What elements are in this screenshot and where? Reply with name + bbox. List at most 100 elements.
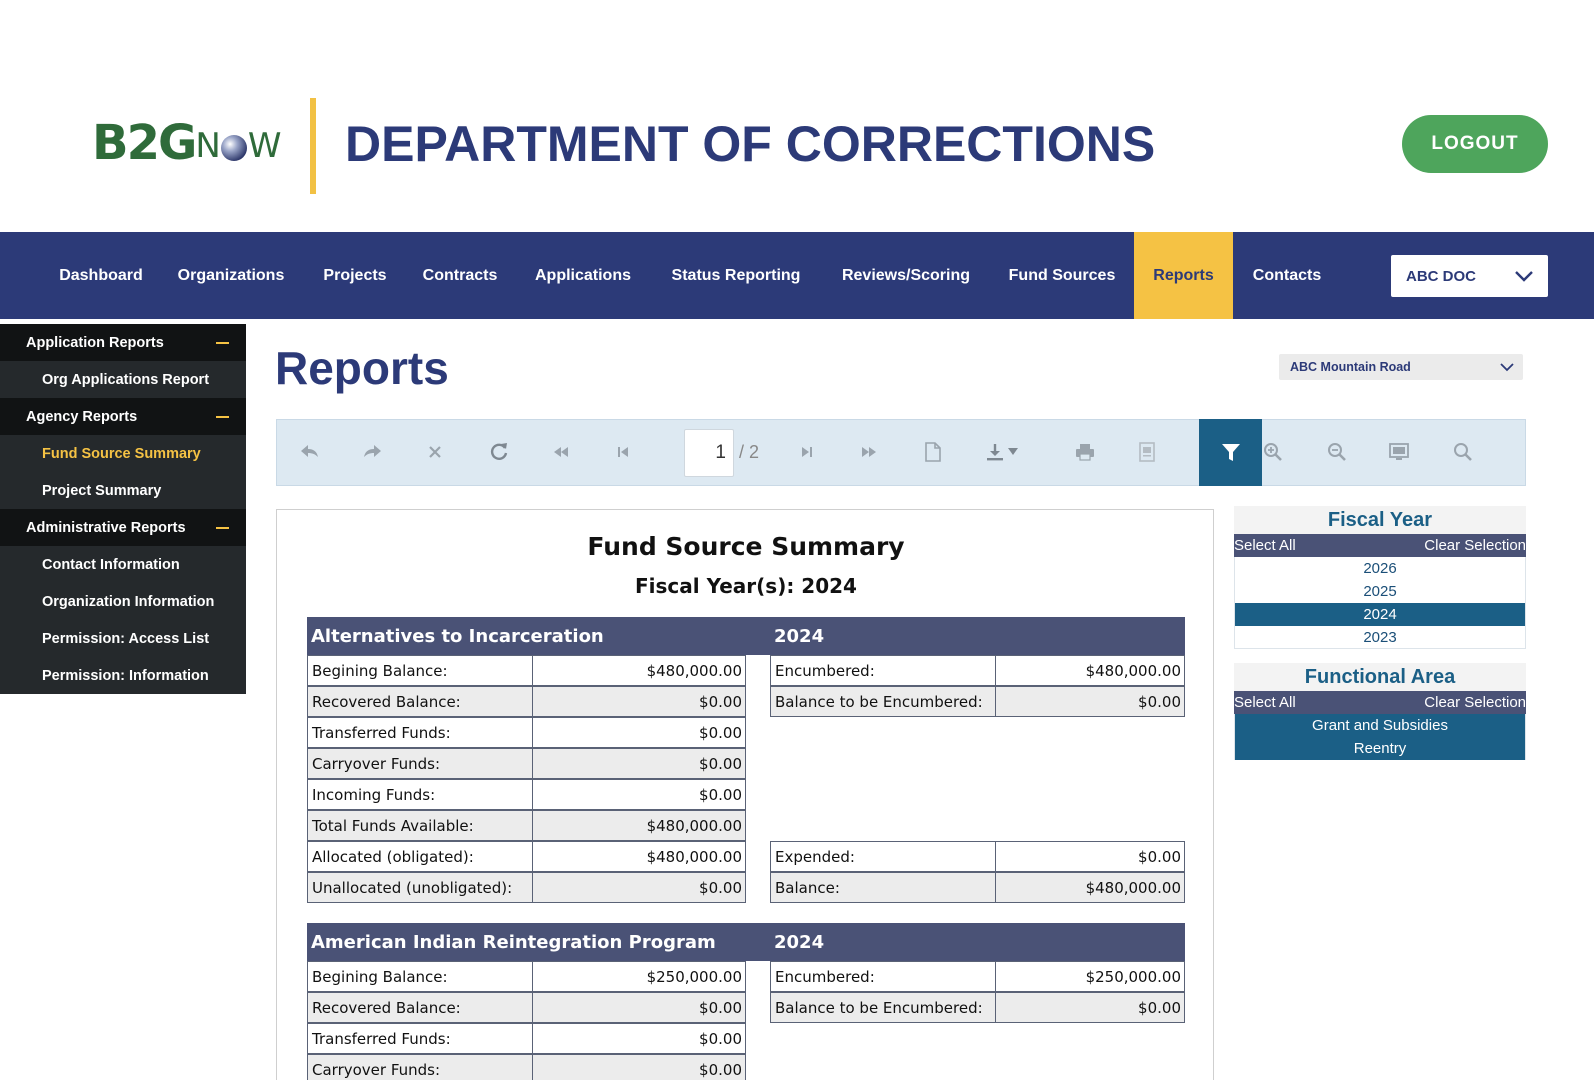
first-page-icon[interactable] xyxy=(541,434,581,470)
nav-fund-sources[interactable]: Fund Sources xyxy=(1008,266,1116,284)
main-navbar: Dashboard Organizations Projects Contrac… xyxy=(0,232,1594,319)
sidebar: Application Reports Org Applications Rep… xyxy=(0,324,246,694)
sidebar-section-application-reports[interactable]: Application Reports xyxy=(0,324,246,361)
row-label: Total Funds Available: xyxy=(307,810,533,841)
document-icon[interactable] xyxy=(913,434,953,470)
cancel-icon[interactable] xyxy=(415,434,455,470)
collapse-icon[interactable] xyxy=(216,527,229,529)
row-label: Begining Balance: xyxy=(307,961,533,992)
row-value: $0.00 xyxy=(532,779,746,810)
nav-status-reporting[interactable]: Status Reporting xyxy=(671,266,801,284)
print-preview-icon[interactable] xyxy=(1127,434,1167,470)
sidebar-item-permission-information[interactable]: Permission: Information xyxy=(42,667,209,684)
header-divider xyxy=(310,98,316,194)
row-value: $250,000.00 xyxy=(532,961,746,992)
download-icon[interactable] xyxy=(975,434,1015,470)
row-label: Balance to be Encumbered: xyxy=(770,686,996,717)
site-select[interactable]: ABC Mountain Road xyxy=(1279,354,1523,380)
row-label: Begining Balance: xyxy=(307,655,533,686)
nav-reviews-scoring[interactable]: Reviews/Scoring xyxy=(841,266,971,284)
sidebar-item-contact-information[interactable]: Contact Information xyxy=(42,556,180,573)
filter-option-grant-and-subsidies[interactable]: Grant and Subsidies xyxy=(1234,714,1526,737)
row-value: $0.00 xyxy=(532,872,746,903)
refresh-icon[interactable] xyxy=(479,434,519,470)
nav-organizations[interactable]: Organizations xyxy=(177,266,285,284)
report-title: Fund Source Summary xyxy=(587,532,905,561)
report-viewer-toolbar: 1 / 2 xyxy=(276,419,1526,486)
b2gnow-logo[interactable]: B2G N W xyxy=(92,115,281,171)
previous-page-icon[interactable] xyxy=(603,434,643,470)
page-number-input[interactable]: 1 xyxy=(684,429,734,477)
back-icon[interactable] xyxy=(289,434,329,470)
next-page-icon[interactable] xyxy=(787,434,827,470)
clear-selection-link[interactable]: Clear Selection xyxy=(1424,694,1526,711)
chevron-down-icon xyxy=(1500,363,1514,372)
sidebar-section-administrative-reports[interactable]: Administrative Reports xyxy=(0,509,246,546)
fund-block-header: American Indian Reintegration Program 20… xyxy=(307,923,1185,961)
row-label: Transferred Funds: xyxy=(307,1023,533,1054)
last-page-icon[interactable] xyxy=(849,434,889,470)
search-icon[interactable] xyxy=(1443,434,1483,470)
clear-selection-link[interactable]: Clear Selection xyxy=(1424,537,1526,554)
sidebar-section-label: Application Reports xyxy=(26,334,164,351)
organization-select[interactable]: ABC DOC xyxy=(1391,255,1548,297)
row-value: $250,000.00 xyxy=(995,961,1185,992)
report-canvas: Fund Source Summary Fiscal Year(s): 2024… xyxy=(276,509,1214,1080)
sidebar-section-agency-reports[interactable]: Agency Reports xyxy=(0,398,246,435)
fund-year: 2024 xyxy=(774,932,825,953)
zoom-out-icon[interactable] xyxy=(1317,434,1357,470)
row-value: $0.00 xyxy=(532,748,746,779)
full-screen-icon[interactable] xyxy=(1379,434,1419,470)
filter-option-reentry[interactable]: Reentry xyxy=(1234,737,1526,760)
row-value: $0.00 xyxy=(995,841,1185,872)
logo-text: B2G xyxy=(92,115,197,171)
functional-area-filter: Functional Area Select All Clear Selecti… xyxy=(1234,663,1526,760)
forward-icon[interactable] xyxy=(353,434,393,470)
fund-year: 2024 xyxy=(774,626,825,647)
nav-reports[interactable]: Reports xyxy=(1134,232,1233,319)
nav-projects[interactable]: Projects xyxy=(323,266,387,284)
download-dropdown-icon[interactable] xyxy=(1003,434,1023,470)
sidebar-item-organization-information[interactable]: Organization Information xyxy=(42,593,215,610)
sidebar-section-label: Administrative Reports xyxy=(26,519,186,536)
logo-n: N xyxy=(195,126,220,166)
select-all-link[interactable]: Select All xyxy=(1234,694,1296,711)
filter-option-2026[interactable]: 2026 xyxy=(1234,557,1526,580)
sidebar-item-permission-access-list[interactable]: Permission: Access List xyxy=(42,630,210,647)
collapse-icon[interactable] xyxy=(216,342,229,344)
row-value: $0.00 xyxy=(532,1054,746,1080)
nav-applications[interactable]: Applications xyxy=(534,266,631,284)
app-header: B2G N W DEPARTMENT OF CORRECTIONS LOGOUT xyxy=(0,0,1594,232)
sidebar-section-label: Agency Reports xyxy=(26,408,138,425)
row-label: Balance: xyxy=(770,872,996,903)
row-value: $480,000.00 xyxy=(532,841,746,872)
logout-button[interactable]: LOGOUT xyxy=(1402,115,1548,173)
organization-select-value: ABC DOC xyxy=(1406,267,1476,285)
filter-title: Fiscal Year xyxy=(1234,506,1526,534)
department-title: DEPARTMENT OF CORRECTIONS xyxy=(345,116,1156,172)
fund-name: Alternatives to Incarceration xyxy=(311,626,604,647)
nav-dashboard[interactable]: Dashboard xyxy=(59,266,143,284)
filter-option-2025[interactable]: 2025 xyxy=(1234,580,1526,603)
logo-now: N W xyxy=(195,124,281,168)
filter-title: Functional Area xyxy=(1234,663,1526,691)
zoom-in-icon[interactable] xyxy=(1253,434,1293,470)
row-value: $0.00 xyxy=(532,1023,746,1054)
filter-option-2024[interactable]: 2024 xyxy=(1234,603,1526,626)
sidebar-item-org-applications-report[interactable]: Org Applications Report xyxy=(42,371,210,388)
fiscal-year-filter: Fiscal Year Select All Clear Selection 2… xyxy=(1234,506,1526,649)
select-all-link[interactable]: Select All xyxy=(1234,537,1296,554)
row-label: Unallocated (unobligated): xyxy=(307,872,533,903)
row-label: Encumbered: xyxy=(770,655,996,686)
sidebar-item-project-summary[interactable]: Project Summary xyxy=(42,482,162,499)
nav-contracts[interactable]: Contracts xyxy=(422,266,498,284)
collapse-icon[interactable] xyxy=(216,416,229,418)
filter-button[interactable] xyxy=(1199,419,1262,486)
print-icon[interactable] xyxy=(1065,434,1105,470)
filter-icon xyxy=(1221,443,1240,461)
site-select-value: ABC Mountain Road xyxy=(1290,360,1411,374)
chevron-down-icon xyxy=(1515,271,1533,282)
nav-contacts[interactable]: Contacts xyxy=(1252,266,1322,284)
filter-option-2023[interactable]: 2023 xyxy=(1234,626,1526,649)
sidebar-item-fund-source-summary[interactable]: Fund Source Summary xyxy=(42,445,201,462)
